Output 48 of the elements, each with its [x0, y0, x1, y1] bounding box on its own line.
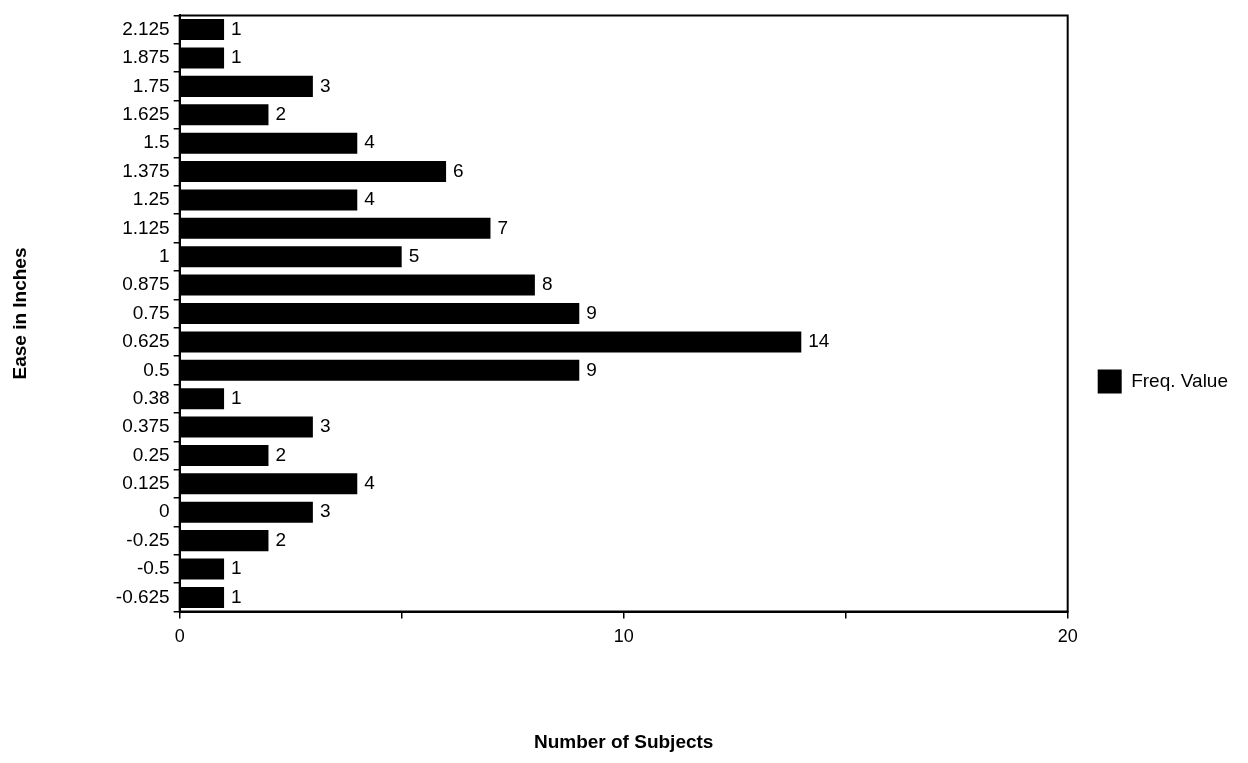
y-tick-label: 1.125: [122, 216, 170, 238]
y-tick-label: 0.625: [122, 330, 170, 352]
data-label: 4: [364, 131, 376, 153]
y-tick-label: 1.5: [143, 131, 170, 153]
y-tick-label: 0.125: [122, 472, 170, 494]
data-label: 2: [275, 443, 287, 465]
y-tick-label: 0.25: [132, 443, 170, 465]
data-label: 1: [231, 46, 242, 68]
data-label: 14: [808, 330, 830, 352]
data-label: 1: [231, 17, 242, 39]
data-label: 4: [364, 472, 376, 494]
data-label: 8: [541, 273, 553, 295]
y-tick-label: 0.75: [132, 301, 170, 323]
y-tick-label: 0: [159, 500, 170, 522]
data-label: 1: [231, 557, 242, 579]
data-label: 3: [319, 415, 331, 437]
y-tick-label: -0.625: [115, 585, 170, 607]
data-label: 3: [319, 500, 331, 522]
y-tick-label: -0.5: [136, 557, 170, 579]
legend-label: Freq. Value: [1131, 369, 1228, 391]
data-label: 5: [408, 244, 420, 266]
y-axis-title: Ease in Inches: [8, 247, 30, 380]
x-axis-title: Number of Subjects: [533, 730, 714, 752]
y-tick-label: -0.25: [126, 528, 170, 550]
data-label: 9: [586, 301, 597, 323]
y-tick-label: 1.375: [122, 159, 170, 181]
data-label: 2: [275, 103, 287, 124]
data-label: 7: [497, 216, 509, 238]
y-tick-label: 0.5: [143, 358, 170, 380]
y-tick-label: 1: [159, 244, 170, 266]
x-tick-label: 20: [1057, 626, 1078, 647]
x-tick-label: 0: [174, 626, 185, 647]
y-tick-label: 1.625: [122, 103, 170, 124]
data-label: 4: [364, 188, 376, 210]
y-tick-label: 1.75: [132, 74, 170, 96]
x-tick-label: 10: [613, 626, 634, 647]
data-label: 1: [231, 386, 242, 408]
y-tick-label: 1.875: [122, 46, 170, 68]
data-label: 1: [231, 585, 242, 607]
data-label: 9: [586, 358, 597, 380]
data-label: 3: [319, 74, 331, 96]
y-tick-label: 0.875: [122, 273, 170, 295]
data-label: 2: [275, 528, 287, 550]
y-tick-label: 0.375: [122, 415, 170, 437]
y-tick-label: 1.25: [132, 188, 170, 210]
y-tick-label: 0.38: [132, 386, 170, 408]
y-tick-label: 2.125: [122, 17, 170, 39]
data-label: 6: [453, 159, 464, 181]
